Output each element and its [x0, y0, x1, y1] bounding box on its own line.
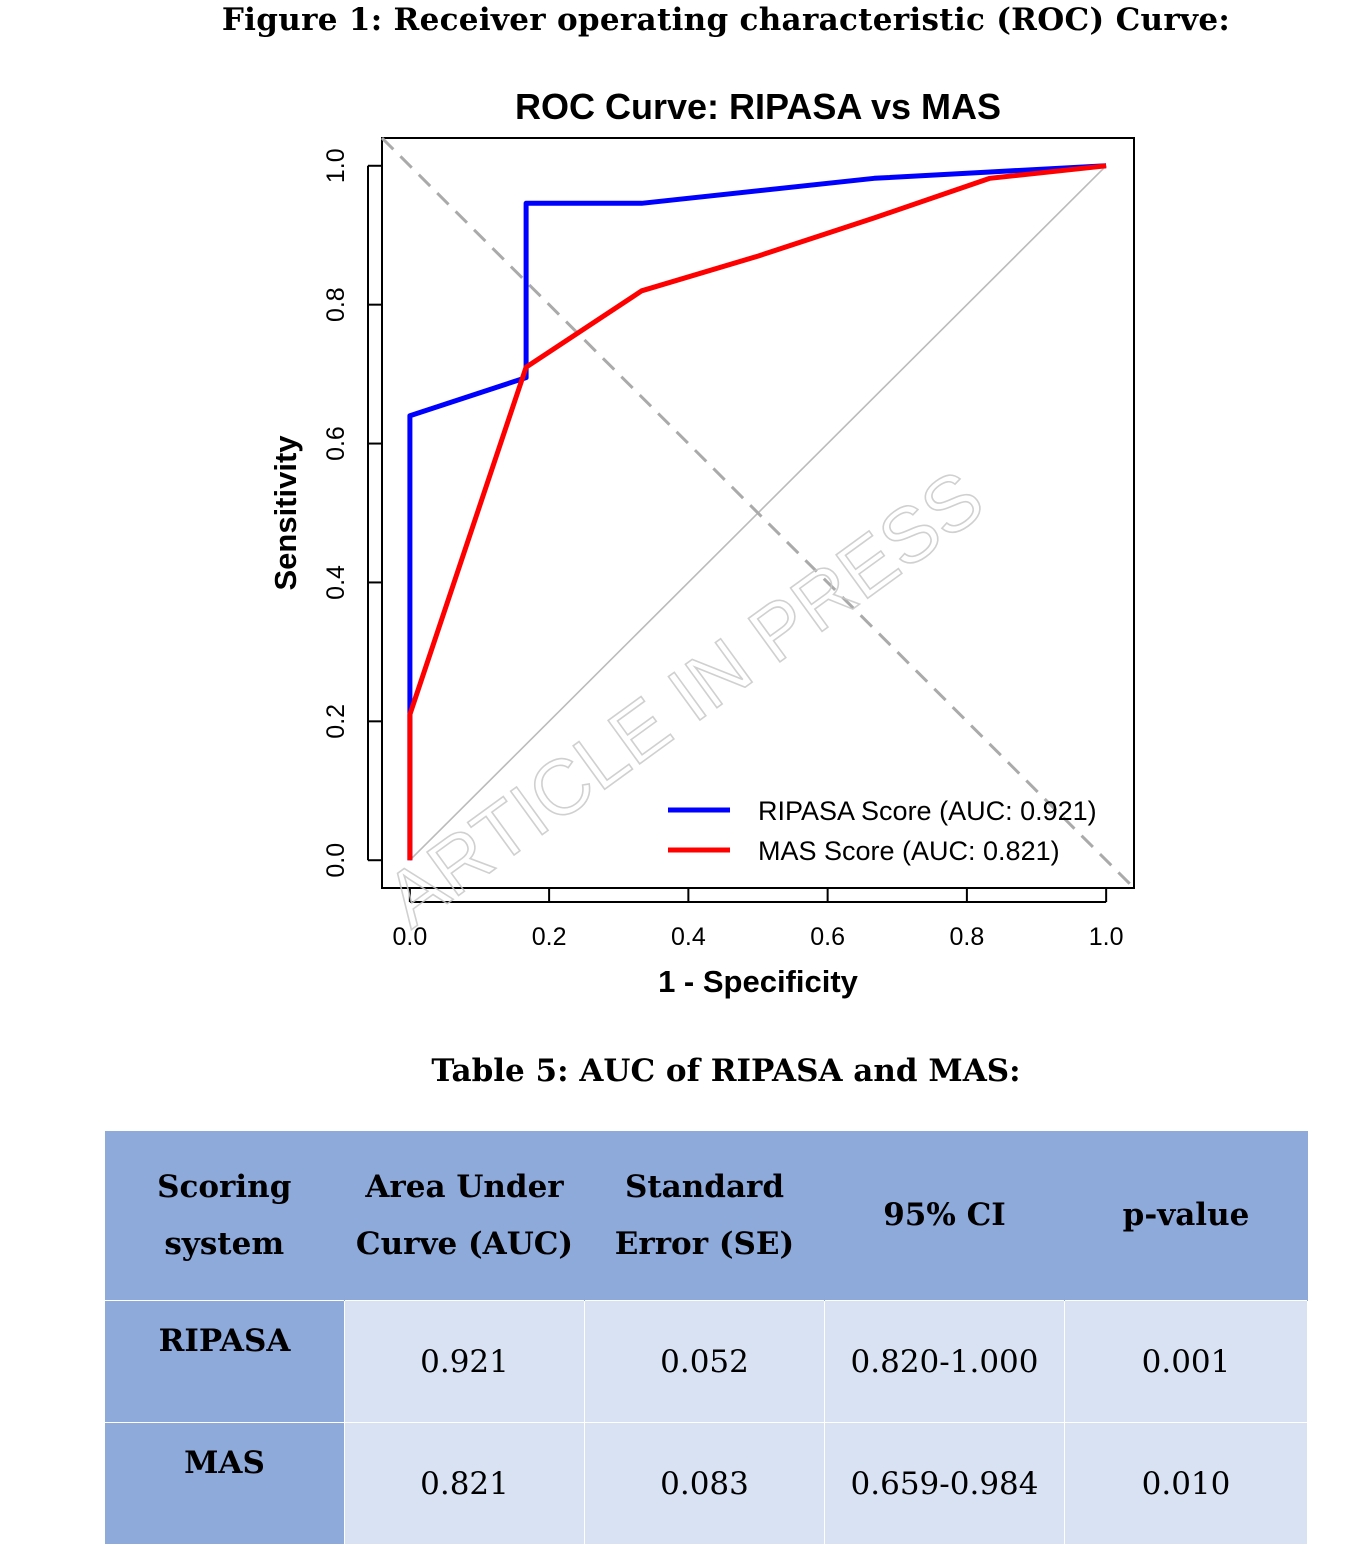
table-row: RIPASA 0.921 0.052 0.820-1.000 0.001	[104, 1300, 1308, 1423]
header-p-value: p-value	[1064, 1131, 1308, 1301]
auc-table: Scoring system Area Under Curve (AUC) St…	[104, 1131, 1308, 1545]
watermark: ARTICLE IN PRESS	[370, 453, 999, 944]
row-label: RIPASA	[104, 1300, 345, 1423]
series-line-ripasa	[407, 163, 1107, 861]
legend-label: RIPASA Score (AUC: 0.921)	[758, 796, 1097, 826]
table-row: MAS 0.821 0.083 0.659-0.984 0.010	[104, 1422, 1308, 1545]
legend-label: MAS Score (AUC: 0.821)	[758, 836, 1060, 866]
cell-se: 0.083	[584, 1422, 825, 1545]
y-tick-label: 0.2	[322, 704, 350, 739]
reference-lines	[380, 136, 1136, 890]
legend: RIPASA Score (AUC: 0.921) MAS Score (AUC:…	[668, 796, 1097, 866]
x-tick-label: 0.2	[532, 923, 567, 951]
row-label: MAS	[104, 1422, 345, 1545]
y-tick-label: 0.4	[322, 565, 350, 600]
cell-se: 0.052	[584, 1300, 825, 1423]
x-tick-label: 1.0	[1089, 923, 1124, 951]
y-tick-label: 0.0	[322, 843, 350, 878]
x-tick-label: 0.8	[950, 923, 985, 951]
x-tick-label: 0.0	[392, 923, 427, 951]
series-lines	[407, 163, 1107, 861]
cell-ci: 0.820-1.000	[824, 1300, 1065, 1423]
cell-p-value: 0.010	[1064, 1422, 1308, 1545]
y-axis-label: Sensitivity	[268, 435, 303, 591]
y-tick-label: 0.8	[322, 287, 350, 322]
series-line-mas	[407, 163, 1107, 861]
y-tick-label: 0.6	[322, 426, 350, 461]
x-axis: 0.0 0.2 0.4 0.6 0.8 1.0	[392, 888, 1124, 951]
header-scoring-system: Scoring system	[104, 1131, 345, 1301]
cell-auc: 0.821	[344, 1422, 585, 1545]
cell-ci: 0.659-0.984	[824, 1422, 1065, 1545]
x-tick-label: 0.4	[671, 923, 706, 951]
chart-title: ROC Curve: RIPASA vs MAS	[515, 86, 1001, 127]
roc-chart: ROC Curve: RIPASA vs MAS 0.0 0.2 0.4 0.6 0.8…	[268, 86, 1136, 999]
header-auc: Area Under Curve (AUC)	[344, 1131, 585, 1301]
header-se: Standard Error (SE)	[584, 1131, 825, 1301]
table-header-row: Scoring system Area Under Curve (AUC) St…	[104, 1131, 1308, 1301]
plot-frame	[381, 137, 1135, 889]
reference-line-dashed	[380, 136, 1136, 890]
x-axis-label: 1 - Specificity	[658, 964, 859, 999]
x-tick-label: 0.6	[810, 923, 845, 951]
cell-auc: 0.921	[344, 1300, 585, 1423]
y-axis: 0.0 0.2 0.4 0.6 0.8 1.0	[322, 148, 382, 878]
cell-p-value: 0.001	[1064, 1300, 1308, 1423]
header-ci: 95% CI	[824, 1131, 1065, 1301]
figure-caption: Figure 1: Receiver operating characteris…	[221, 2, 1231, 38]
y-tick-label: 1.0	[322, 148, 350, 183]
table-caption: Table 5: AUC of RIPASA and MAS:	[431, 1053, 1021, 1089]
